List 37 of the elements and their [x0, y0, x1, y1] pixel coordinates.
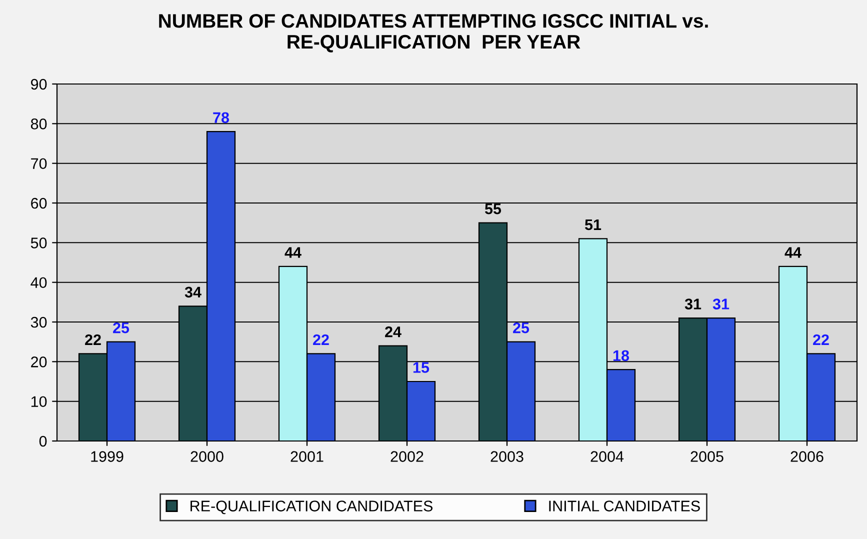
- y-tick-label: 10: [31, 396, 47, 408]
- data-label: 31: [712, 298, 730, 310]
- x-tick-label: 2003: [490, 451, 524, 462]
- data-label: 55: [484, 204, 502, 214]
- y-tick-label: 40: [30, 277, 47, 288]
- data-label: 25: [513, 322, 530, 334]
- y-tick-label: 0: [39, 436, 47, 447]
- legend-label: INITIAL CANDIDATES: [549, 500, 700, 512]
- chart-title: NUMBER OF CANDIDATES ATTEMPTING IGSCC INITIAL vs. RE-QUALIFICATION PER YEAR: [159, 14, 708, 52]
- data-label: 25: [113, 322, 130, 334]
- data-label: 22: [313, 334, 329, 346]
- y-tick-label: 70: [31, 158, 47, 170]
- x-tick-label: 1999: [91, 451, 124, 462]
- x-tick-label: 2004: [590, 451, 624, 462]
- data-label: 51: [584, 219, 602, 230]
- y-tick-label: 80: [30, 118, 47, 130]
- legend-label: RE-QUALIFICATION CANDIDATES: [190, 500, 433, 514]
- x-tick-label: 2002: [390, 451, 424, 462]
- y-tick-label: 20: [31, 356, 47, 368]
- y-tick-label: 90: [31, 78, 47, 90]
- data-label: 15: [413, 362, 430, 373]
- data-label: 18: [613, 350, 630, 362]
- y-tick-label: 50: [30, 238, 47, 248]
- data-label: 31: [684, 298, 702, 310]
- x-tick-label: 2005: [690, 451, 724, 462]
- y-tick-label: 30: [30, 316, 47, 328]
- x-tick-label: 2000: [190, 451, 224, 462]
- x-tick-label: 2006: [790, 451, 824, 462]
- data-label: 22: [85, 334, 101, 346]
- data-label: 22: [813, 334, 829, 346]
- data-label: 44: [284, 247, 302, 258]
- x-tick-label: 2001: [290, 451, 324, 462]
- y-tick-label: 60: [31, 198, 47, 209]
- data-label: 78: [213, 112, 230, 124]
- data-label: 24: [385, 326, 402, 338]
- data-label: 44: [784, 247, 802, 258]
- data-label: 34: [184, 286, 202, 298]
